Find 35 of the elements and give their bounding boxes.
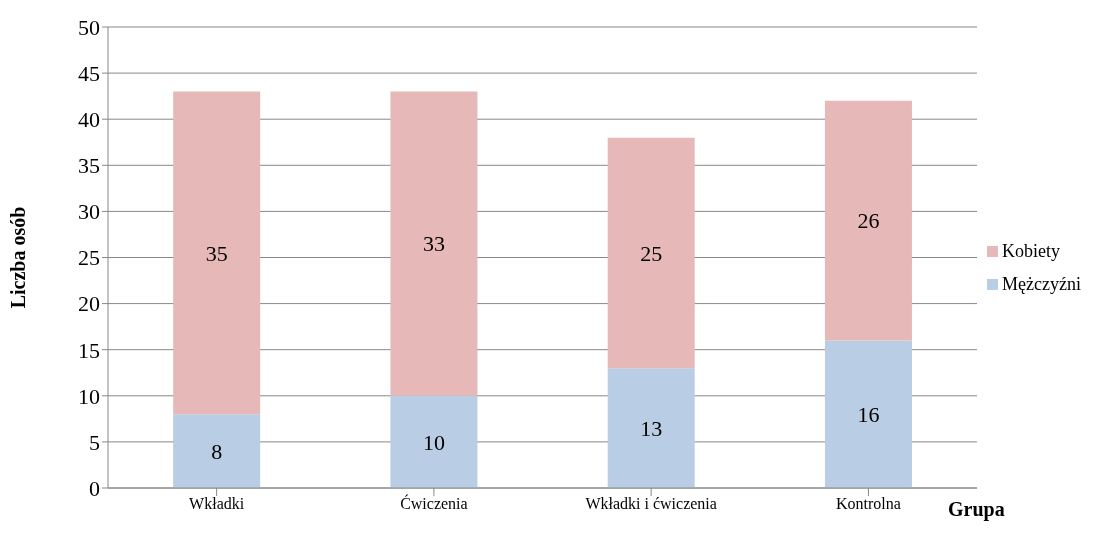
bar xyxy=(824,340,912,488)
data-label: 25 xyxy=(640,240,663,266)
bar xyxy=(390,395,478,488)
y-tick-label: 20 xyxy=(78,291,100,317)
x-tick-label: Kontrolna xyxy=(835,495,901,513)
y-tick-label: 5 xyxy=(89,429,100,455)
y-tick-label: 25 xyxy=(78,245,100,271)
bar xyxy=(173,91,261,415)
y-tick-label: 40 xyxy=(78,107,100,133)
data-label: 13 xyxy=(640,415,663,441)
data-label: 35 xyxy=(205,240,228,266)
y-tick-label: 35 xyxy=(78,153,100,179)
x-tick-label: Wkładki xyxy=(189,495,245,513)
legend-label: Kobiety xyxy=(1002,240,1061,262)
data-label: 26 xyxy=(857,208,880,234)
data-label: 33 xyxy=(422,231,445,257)
x-tick-label: Ćwiczenia xyxy=(400,494,468,513)
bar xyxy=(607,137,695,369)
y-tick-label: 50 xyxy=(78,14,100,40)
y-tick-label: 15 xyxy=(78,337,100,363)
y-tick-label: 45 xyxy=(78,60,100,86)
data-label: 8 xyxy=(211,438,223,464)
legend-label: Mężczyźni xyxy=(1002,273,1081,295)
data-label: 16 xyxy=(857,402,880,428)
bar xyxy=(390,91,478,396)
x-axis-title: Grupa xyxy=(948,498,1005,521)
bar xyxy=(607,368,695,488)
bar xyxy=(173,414,261,488)
data-label: 10 xyxy=(422,429,445,455)
y-tick-label: 10 xyxy=(78,383,100,409)
y-tick-label: 0 xyxy=(89,475,100,501)
y-tick-label: 30 xyxy=(78,199,100,225)
bar xyxy=(824,100,912,341)
y-axis-title: Liczba osób xyxy=(7,206,30,309)
x-tick-label: Wkładki i ćwiczenia xyxy=(585,495,717,513)
